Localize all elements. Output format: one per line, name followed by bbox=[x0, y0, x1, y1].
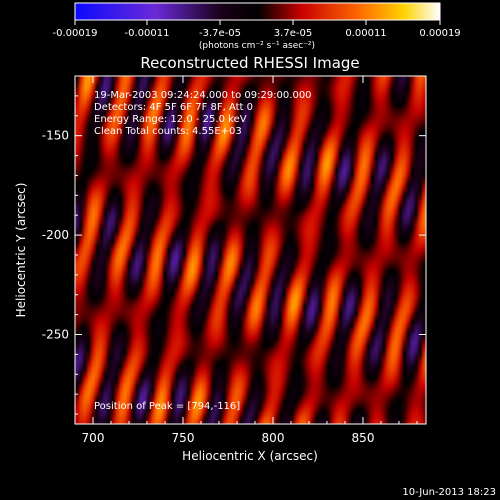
y-tick-label: -150 bbox=[42, 129, 69, 143]
x-axis-label: Heliocentric X (arcsec) bbox=[182, 449, 318, 463]
heatmap-image bbox=[75, 76, 426, 424]
y-axis-label: Heliocentric Y (arcsec) bbox=[14, 183, 28, 318]
colorbar-tick-label: 0.00011 bbox=[345, 28, 386, 39]
x-tick-label: 750 bbox=[172, 431, 195, 445]
annotation-detectors: Detectors: 4F 5F 6F 7F 8F, Att 0 bbox=[94, 102, 253, 113]
annotation-time: 19-Mar-2003 09:24:24.000 to 09:29:00.000 bbox=[94, 90, 312, 101]
annotation-counts: Clean Total counts: 4.55E+03 bbox=[94, 126, 242, 137]
annotation-block: 19-Mar-2003 09:24:24.000 to 09:29:00.000… bbox=[94, 90, 312, 137]
chart-title: Reconstructed RHESSI Image bbox=[140, 54, 359, 72]
plot-frame bbox=[74, 75, 427, 425]
peak-position-label: Position of Peak = [794,-116] bbox=[94, 401, 240, 412]
colorbar-tick-label: 0.00019 bbox=[419, 28, 460, 39]
colorbar-tick-label: -3.7e-05 bbox=[199, 28, 241, 39]
colorbar-ticks: -0.00019 -0.00011 -3.7e-05 3.7e-05 0.00011 0.… bbox=[53, 20, 461, 39]
x-tick-label: 850 bbox=[352, 431, 375, 445]
x-tick-label: 800 bbox=[262, 431, 285, 445]
axis-ticks: 700 750 800 850 -150 -200 -250 bbox=[42, 75, 426, 445]
colorbar bbox=[74, 2, 441, 21]
annotation-energy: Energy Range: 12.0 - 25.0 keV bbox=[94, 114, 247, 125]
footer-date: 10-Jun-2013 18:23 bbox=[402, 487, 496, 498]
y-tick-label: -200 bbox=[42, 228, 69, 242]
colorbar-tick-label: -0.00011 bbox=[125, 28, 170, 39]
heatmap-area bbox=[75, 76, 426, 424]
y-tick-label: -250 bbox=[42, 328, 69, 342]
colorbar-tick-label: 3.7e-05 bbox=[274, 28, 312, 39]
colorbar-tick-label: -0.00019 bbox=[53, 28, 98, 39]
colorbar-units: (photons cm⁻² s⁻¹ asec⁻²) bbox=[199, 41, 315, 51]
x-tick-label: 700 bbox=[82, 431, 105, 445]
